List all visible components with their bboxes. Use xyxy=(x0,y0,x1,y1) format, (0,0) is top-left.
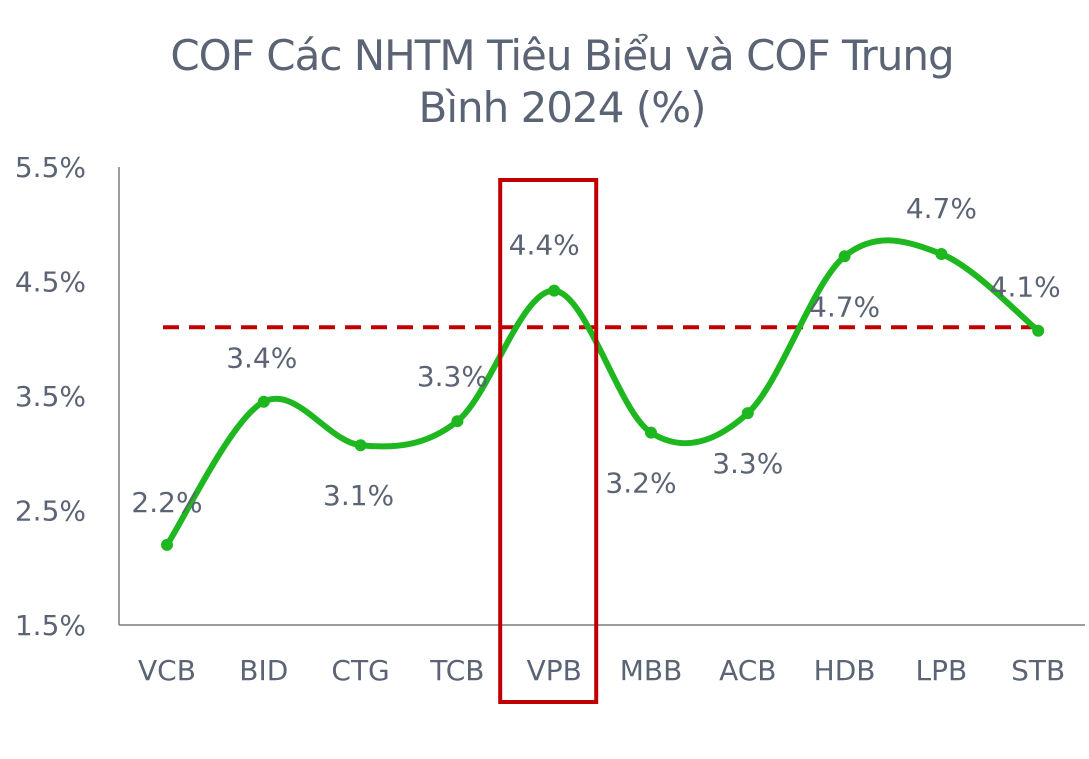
data-point xyxy=(741,407,754,420)
data-point xyxy=(161,538,173,551)
x-tick-label: STB xyxy=(1011,654,1065,687)
data-label: 3.3% xyxy=(712,447,783,480)
data-label: 3.3% xyxy=(417,360,488,393)
highlight-box xyxy=(498,178,599,704)
x-tick-label: CTG xyxy=(331,654,389,687)
x-tick-label: HDB xyxy=(814,654,876,687)
x-tick-label: TCB xyxy=(429,654,484,687)
data-label: 4.7% xyxy=(906,192,977,225)
chart-title: COF Các NHTM Tiêu Biểu và COF Trung Bình… xyxy=(0,30,1089,134)
x-tick-label: VPB xyxy=(527,654,582,687)
x-tick-label: MBB xyxy=(620,654,683,687)
chart-title-line-2: Bình 2024 (%) xyxy=(418,83,707,132)
data-point xyxy=(548,284,561,297)
series-line xyxy=(164,237,1042,548)
data-point xyxy=(935,248,948,261)
x-tick-label: ACB xyxy=(719,654,776,687)
data-point xyxy=(838,250,851,263)
data-point xyxy=(354,439,367,452)
y-tick-label: 5.5% xyxy=(15,151,86,184)
x-tick-label: BID xyxy=(239,654,288,687)
y-tick-label: 2.5% xyxy=(15,495,86,528)
x-tick-label: VCB xyxy=(138,654,196,687)
data-label: 3.4% xyxy=(226,342,297,375)
chart-title-line-1: COF Các NHTM Tiêu Biểu và COF Trung xyxy=(170,31,954,80)
data-label: 3.2% xyxy=(605,467,676,500)
data-label: 4.7% xyxy=(809,290,880,323)
data-label: 3.1% xyxy=(323,479,394,512)
y-tick-label: 1.5% xyxy=(15,609,86,642)
data-point xyxy=(257,395,270,408)
y-tick-label: 4.5% xyxy=(15,266,86,299)
x-tick-label: LPB xyxy=(916,654,968,687)
data-point xyxy=(451,415,464,428)
data-point xyxy=(1032,324,1045,337)
data-point xyxy=(645,426,657,439)
data-label: 4.1% xyxy=(990,271,1061,304)
data-label: 2.2% xyxy=(131,486,202,519)
data-label: 4.4% xyxy=(509,229,580,262)
y-tick-label: 3.5% xyxy=(15,380,86,413)
